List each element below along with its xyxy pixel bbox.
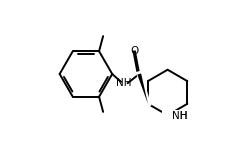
Text: O: O (130, 46, 138, 56)
Text: NH: NH (172, 111, 188, 121)
Polygon shape (137, 73, 148, 104)
Text: NH: NH (116, 78, 131, 87)
Text: NH: NH (172, 111, 188, 121)
